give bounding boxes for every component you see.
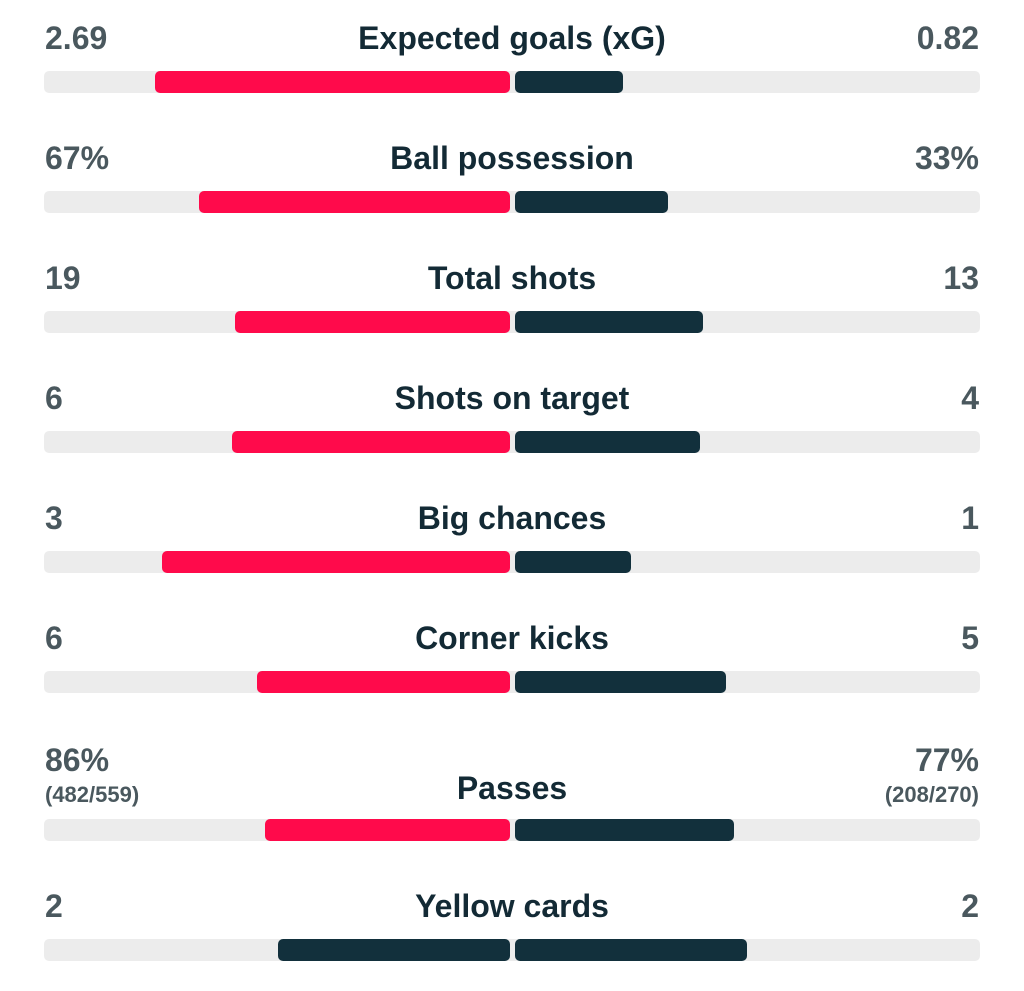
stat-title: Ball possession <box>390 140 634 176</box>
home-value: 6 <box>45 380 63 416</box>
stat-bar-track <box>44 191 980 213</box>
away-value: 13 <box>943 260 979 296</box>
away-value: 33% <box>914 140 979 176</box>
stat-row-total-shots: 19 Total shots 13 <box>0 262 1024 335</box>
stat-row-shots-on-target: 6 Shots on target 4 <box>0 382 1024 455</box>
home-value: 2 <box>45 888 63 924</box>
away-bar <box>515 311 703 333</box>
stat-row-corner-kicks: 6 Corner kicks 5 <box>0 622 1024 695</box>
stat-title: Total shots <box>427 260 597 296</box>
home-bar <box>199 191 510 213</box>
stat-bar-track <box>44 71 980 93</box>
away-bar <box>515 551 631 573</box>
stat-row-ball-possession: 67% Ball possession 33% <box>0 142 1024 215</box>
stat-title: Shots on target <box>394 380 630 416</box>
stat-row-big-chances: 3 Big chances 1 <box>0 502 1024 575</box>
away-value: 2 <box>961 888 979 924</box>
stat-row-expected-goals-xg: 2.69 Expected goals (xG) 0.82 <box>0 22 1024 95</box>
home-value: 6 <box>45 620 63 656</box>
away-bar <box>515 71 623 93</box>
home-bar <box>235 311 510 333</box>
stat-bar-track <box>44 311 980 333</box>
stat-title: Passes <box>456 770 568 806</box>
home-bar <box>257 671 510 693</box>
away-value: 0.82 <box>916 20 979 56</box>
home-subvalue: (482/559) <box>45 782 140 807</box>
away-value: 5 <box>961 620 979 656</box>
away-bar <box>515 191 668 213</box>
home-value: 3 <box>45 500 63 536</box>
home-bar <box>232 431 510 453</box>
away-value: 77% <box>914 742 979 778</box>
away-subvalue: (208/270) <box>884 782 979 807</box>
home-value: 2.69 <box>45 20 108 56</box>
stat-bar-track <box>44 671 980 693</box>
stat-title: Corner kicks <box>415 620 609 656</box>
stat-title: Yellow cards <box>415 888 609 924</box>
stat-bar-track <box>44 819 980 841</box>
stat-bar-track <box>44 431 980 453</box>
home-bar <box>265 819 510 841</box>
home-bar <box>162 551 510 573</box>
stat-bar-track <box>44 551 980 573</box>
home-bar <box>278 939 510 961</box>
home-value: 19 <box>45 260 81 296</box>
away-bar <box>515 431 700 453</box>
away-value: 1 <box>961 500 979 536</box>
stat-bar-track <box>44 939 980 961</box>
away-value: 4 <box>961 380 979 416</box>
away-bar <box>515 671 726 693</box>
away-bar <box>515 819 734 841</box>
home-value: 86% <box>45 742 110 778</box>
home-value: 67% <box>45 140 110 176</box>
stat-row-passes: 86% Passes 77% (482/559) (208/270) <box>0 744 1024 843</box>
stat-row-yellow-cards: 2 Yellow cards 2 <box>0 890 1024 963</box>
home-bar <box>155 71 510 93</box>
stat-title: Big chances <box>417 500 607 536</box>
away-bar <box>515 939 747 961</box>
stat-title: Expected goals (xG) <box>358 20 666 56</box>
